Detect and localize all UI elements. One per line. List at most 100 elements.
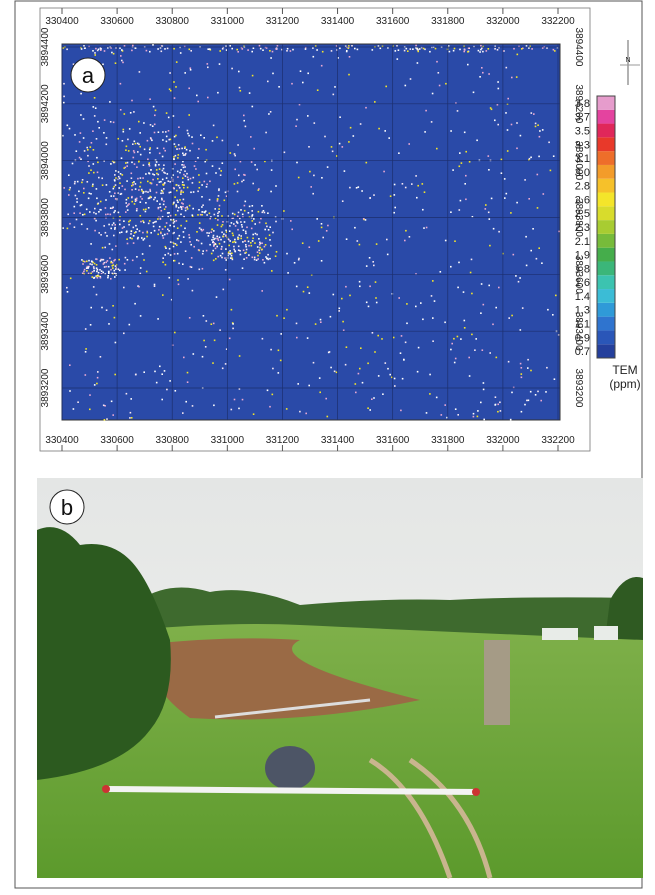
speckle — [507, 360, 510, 363]
speckle — [164, 182, 166, 184]
speckle — [244, 200, 247, 203]
speckle — [161, 215, 164, 218]
speckle — [176, 148, 178, 150]
speckle — [265, 256, 267, 258]
speckle — [205, 320, 208, 322]
speckle — [530, 156, 532, 159]
speckle — [374, 101, 376, 103]
speckle — [440, 414, 443, 416]
speckle — [151, 139, 153, 142]
speckle — [147, 207, 150, 209]
speckle — [497, 123, 499, 126]
colorbar-segment — [597, 178, 615, 193]
speckle — [375, 297, 377, 299]
speckle — [78, 141, 81, 143]
speckle — [172, 203, 174, 206]
speckle — [511, 314, 513, 317]
speckle — [217, 212, 219, 215]
speckle — [121, 174, 124, 176]
speckle — [404, 186, 407, 189]
speckle — [537, 390, 539, 393]
speckle — [494, 48, 496, 50]
speckle — [198, 187, 201, 189]
speckle — [481, 67, 483, 69]
speckle — [520, 373, 523, 375]
speckle — [105, 199, 107, 201]
speckle — [534, 394, 537, 396]
speckle — [145, 173, 147, 175]
dirt — [140, 638, 420, 720]
speckle — [140, 220, 142, 223]
speckle — [203, 211, 205, 213]
speckle — [134, 200, 137, 202]
speckle — [406, 303, 408, 305]
speckle — [184, 147, 186, 149]
speckle — [479, 76, 481, 78]
colorbar-label: 1.8 — [575, 263, 590, 275]
speckle — [557, 334, 560, 336]
speckle — [244, 125, 247, 128]
speckle — [87, 154, 89, 157]
speckle — [162, 203, 165, 206]
speckle — [241, 180, 243, 183]
tree — [605, 576, 643, 640]
speckle — [95, 267, 98, 269]
speckle — [130, 172, 133, 175]
speckle — [393, 194, 396, 196]
speckle — [256, 233, 258, 236]
speckle — [274, 255, 277, 257]
speckle — [105, 143, 108, 146]
colorbar-label: 3.8 — [575, 98, 590, 110]
speckle — [316, 89, 319, 91]
speckle — [482, 382, 485, 384]
speckle — [374, 281, 377, 283]
speckle — [233, 223, 235, 225]
speckle — [63, 187, 65, 189]
speckle — [159, 218, 162, 220]
speckle — [78, 190, 80, 193]
speckle — [125, 211, 127, 213]
speckle — [93, 267, 95, 270]
speckle — [114, 198, 117, 200]
speckle — [148, 220, 151, 222]
track — [368, 757, 493, 879]
speckle — [153, 285, 156, 287]
speckle — [91, 276, 94, 278]
speckle — [533, 113, 535, 115]
speckle — [339, 116, 341, 118]
speckle — [160, 189, 163, 192]
speckle — [349, 126, 352, 129]
speckle — [158, 181, 161, 183]
speckle — [123, 226, 125, 228]
speckle — [92, 50, 94, 52]
speckle — [167, 180, 170, 182]
speckle — [162, 167, 165, 170]
speckle — [77, 401, 79, 403]
speckle — [234, 238, 236, 241]
x-tick-label: 331200 — [266, 435, 300, 446]
speckle — [131, 195, 133, 198]
speckle — [231, 232, 234, 235]
speckle — [417, 346, 420, 349]
speckle — [80, 92, 82, 95]
speckle — [132, 143, 134, 145]
speckle — [384, 130, 386, 132]
speckle — [107, 276, 109, 279]
speckle — [268, 234, 271, 236]
speckle — [237, 236, 239, 239]
speckle — [71, 162, 74, 165]
speckle — [96, 277, 99, 279]
speckle — [113, 211, 115, 214]
speckle — [178, 126, 180, 128]
speckle — [239, 250, 241, 252]
speckle — [485, 204, 487, 206]
speckle — [494, 119, 496, 122]
x-tick-label: 331600 — [376, 435, 410, 446]
speckle — [63, 82, 65, 85]
speckle — [278, 86, 280, 88]
speckle — [171, 168, 174, 170]
speckle — [159, 206, 162, 208]
speckle — [408, 143, 410, 145]
speckle — [82, 263, 84, 265]
speckle — [104, 231, 107, 234]
